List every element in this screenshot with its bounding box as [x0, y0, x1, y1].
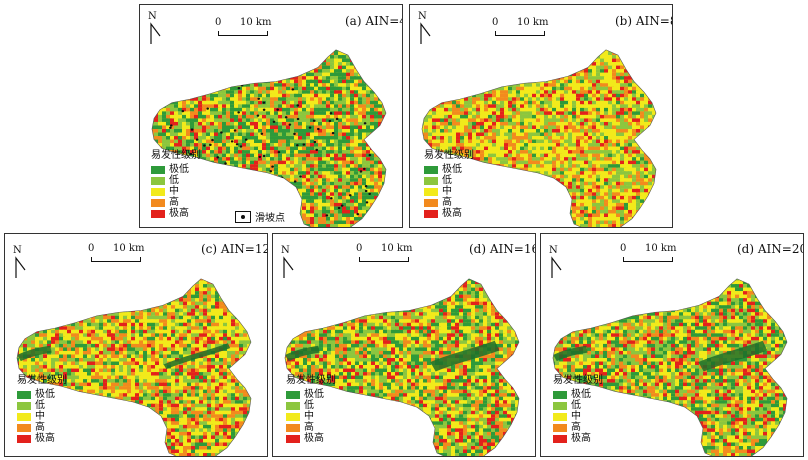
landslide-point-key: 滑坡点	[235, 209, 285, 224]
legend: 易发性级别 极低 低 中 高 极高	[553, 375, 603, 444]
panel-title: (d) AIN=20	[737, 242, 804, 256]
panel-title: (b) AIN=8	[615, 14, 673, 28]
legend: 易发性级别 极低 低 中 高 极高	[151, 150, 201, 219]
susceptibility-map-a	[151, 49, 387, 227]
map-panel-b: N 0 10 km (b) AIN=8 易发性级别 极低 低 中 高 极高	[409, 4, 673, 228]
map-panel-a: N 0 10 km (a) AIN=4 易发性级别 极低 低 中 高 极高 滑坡点	[139, 4, 403, 228]
landslide-point-icon	[241, 214, 245, 219]
legend-swatch-very-high	[151, 209, 165, 218]
map-panel-c: N 0 10 km (c) AIN=12 易发性级别 极低 低 中 高 极高	[4, 233, 268, 457]
map-panel-d20: N 0 10 km (d) AIN=20 易发性级别 极低 低 中 高 极高	[540, 233, 804, 457]
legend-swatch-very-low	[151, 165, 165, 174]
legend: 易发性级别 极低 低 中 高 极高	[17, 375, 67, 444]
map-panel-d16: N 0 10 km (d) AIN=16 易发性级别 极低 低 中 高 极高	[272, 233, 536, 457]
panel-title: (a) AIN=4	[345, 14, 403, 28]
north-arrow: N	[148, 12, 162, 44]
susceptibility-map-d20	[552, 278, 788, 456]
panel-title: (c) AIN=12	[201, 242, 268, 256]
legend: 易发性级别 极低 低 中 高 极高	[424, 150, 474, 219]
north-arrow: N	[281, 246, 295, 278]
legend-swatch-low	[151, 176, 165, 185]
panel-title: (d) AIN=16	[469, 242, 536, 256]
north-arrow: N	[549, 246, 563, 278]
north-arrow: N	[418, 12, 432, 44]
susceptibility-map-b	[421, 49, 657, 227]
legend-swatch-high	[151, 198, 165, 207]
legend: 易发性级别 极低 低 中 高 极高	[286, 375, 336, 444]
north-arrow: N	[13, 246, 27, 278]
legend-swatch-medium	[151, 187, 165, 196]
susceptibility-map-d16	[284, 278, 520, 456]
